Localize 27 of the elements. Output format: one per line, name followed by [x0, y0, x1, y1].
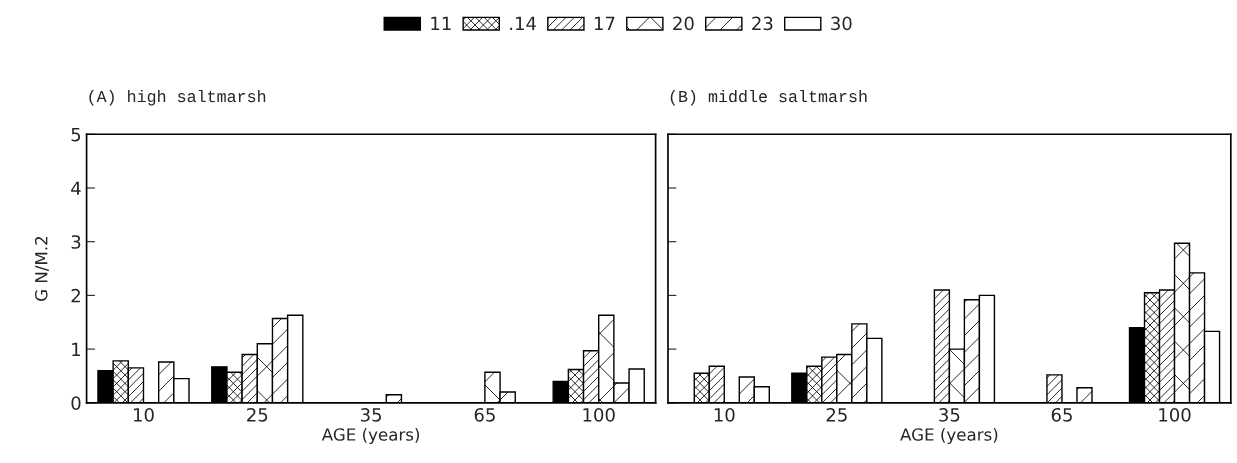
chart-title: (A) high saltmarsh: [89, 89, 266, 106]
legend-label: 23: [752, 16, 773, 31]
x-tick-label: 100: [1159, 407, 1191, 422]
x-tick-label: 25: [826, 407, 847, 422]
x-tick-label: 35: [360, 407, 382, 422]
legend-label: 11: [431, 16, 451, 30]
x-axis-title: AGE (years): [321, 427, 420, 445]
x-tick-label: 35: [939, 407, 960, 422]
x-tick-label: 65: [1051, 407, 1072, 422]
x-tick-label: 10: [714, 407, 735, 422]
legend-label: 17: [594, 16, 615, 30]
x-tick-label: 65: [474, 407, 495, 422]
legend-label: 20: [673, 16, 694, 31]
x-tick-label: 25: [247, 407, 268, 422]
chart-title: (B) middle saltmarsh: [670, 89, 867, 106]
y-tick-label: 3: [71, 235, 81, 249]
x-tick-label: 100: [583, 407, 615, 422]
y-tick-label: 5: [71, 127, 81, 142]
legend-label: 30: [831, 16, 852, 31]
y-tick-label: 1: [72, 342, 81, 356]
x-axis-title: AGE (years): [900, 427, 998, 445]
y-axis-title: G N/M.2: [34, 236, 49, 301]
x-tick-label: 10: [133, 407, 154, 422]
y-tick-label: 0: [71, 396, 81, 410]
y-tick-label: 4: [71, 181, 81, 195]
legend-label: .14: [510, 16, 536, 30]
y-tick-label: 2: [71, 288, 80, 303]
